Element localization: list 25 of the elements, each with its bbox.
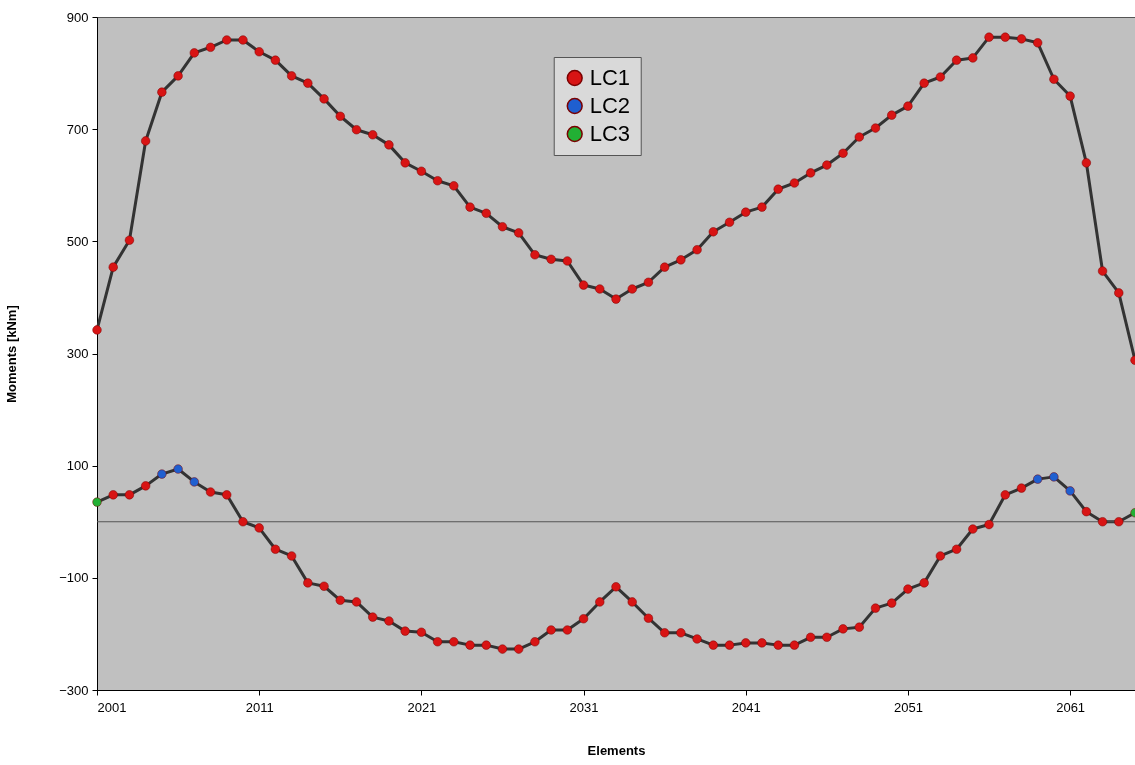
legend-label: LC3: [589, 121, 631, 146]
x-tick-label: 2061: [1056, 699, 1086, 715]
legend-label: LC1: [589, 65, 631, 90]
y-tick-label: 100: [66, 458, 89, 474]
y-tick-label: −300: [59, 682, 89, 698]
point: [157, 469, 167, 479]
x-tick-label: 2021: [407, 699, 437, 715]
y-tick-label: 300: [66, 346, 89, 361]
y-axis-title: Moments [kNm]: [4, 305, 20, 403]
point: [1033, 474, 1043, 484]
y-tick-label: 700: [66, 121, 89, 137]
x-tick-label: 2041: [731, 699, 761, 715]
x-tick-label: 2011: [245, 699, 274, 715]
point: [1049, 472, 1059, 482]
y-tick-label: 500: [66, 233, 89, 249]
x-tick-label: 2031: [569, 699, 599, 715]
y-tick-label: 900: [66, 9, 89, 25]
x-tick-label: 2051: [893, 699, 923, 715]
point: [173, 464, 183, 474]
point: [189, 477, 199, 487]
legend-label: LC2: [589, 93, 631, 118]
x-tick-label: 2001: [97, 699, 127, 715]
point: [1065, 486, 1075, 496]
y-tick-label: −100: [59, 570, 89, 586]
x-axis-title: Elements: [587, 742, 646, 758]
